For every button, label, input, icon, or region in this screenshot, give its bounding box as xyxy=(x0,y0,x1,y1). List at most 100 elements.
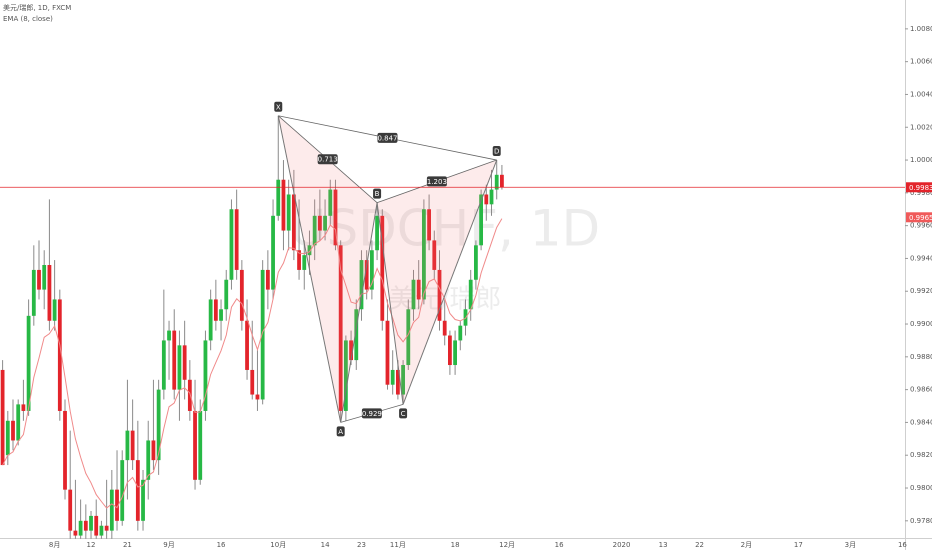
point-label: X xyxy=(276,103,281,111)
candle-body xyxy=(73,530,78,536)
candle-body xyxy=(302,255,307,270)
candle-body xyxy=(198,410,203,480)
x-tick-label: 18 xyxy=(451,541,460,549)
candle-body xyxy=(500,174,504,188)
x-tick-label: 9月 xyxy=(163,541,174,549)
candle-body xyxy=(312,215,317,246)
x-tick-label: 22 xyxy=(695,541,704,549)
candle-body xyxy=(109,489,114,531)
candle-body xyxy=(323,215,327,231)
candle-body xyxy=(26,315,31,411)
x-tick-label: 10月 xyxy=(270,541,286,549)
ratio-label: 0.713 xyxy=(318,156,338,164)
candle-body xyxy=(354,309,359,361)
x-tick-label: 12月 xyxy=(499,541,515,549)
y-tick-label: 1.00400 xyxy=(910,90,932,98)
candle-body xyxy=(271,215,275,290)
candle-body xyxy=(224,279,229,310)
candle-body xyxy=(390,369,395,385)
ratio-label: 0.929 xyxy=(362,410,382,418)
candle-body xyxy=(234,209,239,270)
ratio-box xyxy=(426,176,447,187)
x-tick-label: 23 xyxy=(357,541,366,549)
candle-body xyxy=(182,345,187,380)
candle-body xyxy=(31,269,36,316)
ratio-label: 0.847 xyxy=(377,134,397,142)
candle-body xyxy=(291,194,296,251)
candle-body xyxy=(177,345,182,390)
y-tick-label: 0.99600 xyxy=(910,222,932,230)
y-tick-label: 0.98000 xyxy=(910,484,932,492)
candle-body xyxy=(16,404,21,441)
candle-body xyxy=(338,245,343,411)
pattern-fill xyxy=(377,160,497,405)
candle-body xyxy=(57,299,62,411)
candle-body xyxy=(489,189,494,205)
x-tick-label: 14 xyxy=(321,541,330,549)
pattern-fill xyxy=(278,115,378,423)
x-tick-label: 8月 xyxy=(49,541,60,549)
candle-body xyxy=(229,209,234,280)
candle-body xyxy=(260,269,265,400)
indicator-label: EMA (8, close) xyxy=(3,15,53,23)
candle-body xyxy=(37,269,41,290)
candle-body xyxy=(447,335,452,366)
candle-body xyxy=(151,440,156,461)
y-tick-label: 0.98200 xyxy=(910,451,932,459)
candle-body xyxy=(349,340,353,361)
candles xyxy=(0,115,504,539)
x-tick-label: 16 xyxy=(555,541,564,549)
candle-body xyxy=(250,369,255,395)
candle-body xyxy=(427,209,431,241)
candle-body xyxy=(474,245,478,280)
point-box xyxy=(492,146,501,157)
candle-body xyxy=(453,340,458,366)
point-label: B xyxy=(375,190,380,198)
y-tick-label: 0.98600 xyxy=(910,386,932,394)
candle-body xyxy=(11,420,15,441)
candle-body xyxy=(421,209,426,300)
candle-body xyxy=(120,460,125,521)
point-label: C xyxy=(401,410,406,418)
candle-body xyxy=(63,410,67,490)
candle-body xyxy=(156,389,161,461)
candle-body xyxy=(484,194,489,205)
candle-body xyxy=(130,430,135,461)
candle-body xyxy=(161,340,166,390)
candle-body xyxy=(432,240,437,270)
candle-body xyxy=(208,299,213,341)
candle-body xyxy=(68,489,73,531)
candle-body xyxy=(468,279,473,310)
y-tick-label: 0.98800 xyxy=(910,353,932,361)
ema-price-box xyxy=(906,212,932,223)
y-tick-label: 0.99200 xyxy=(910,287,932,295)
ratio-box xyxy=(377,132,398,143)
candle-body xyxy=(307,245,312,256)
candle-body xyxy=(406,309,411,366)
candle-body xyxy=(479,194,484,246)
candle-body xyxy=(395,369,400,395)
y-tick-label: 1.00600 xyxy=(910,58,932,66)
candle-body xyxy=(411,279,416,310)
candle-body xyxy=(47,264,52,321)
candle-body xyxy=(203,340,208,411)
candle-body xyxy=(369,250,374,290)
candle-body xyxy=(172,330,177,390)
x-tick-label: 3月 xyxy=(845,541,856,549)
candle-body xyxy=(416,279,421,300)
candle-body xyxy=(52,299,57,321)
candle-body xyxy=(135,460,140,521)
candle-body xyxy=(359,260,364,310)
y-tick-label: 1.00000 xyxy=(910,156,932,164)
x-tick-label: 17 xyxy=(794,541,803,549)
pattern-leg xyxy=(402,159,498,405)
candle-body xyxy=(265,269,270,290)
candle-body xyxy=(281,179,286,231)
pattern-leg xyxy=(376,202,404,405)
candle-body xyxy=(245,320,249,370)
candle-body xyxy=(89,515,93,531)
candle-body xyxy=(115,489,119,521)
ema-line xyxy=(2,218,503,509)
